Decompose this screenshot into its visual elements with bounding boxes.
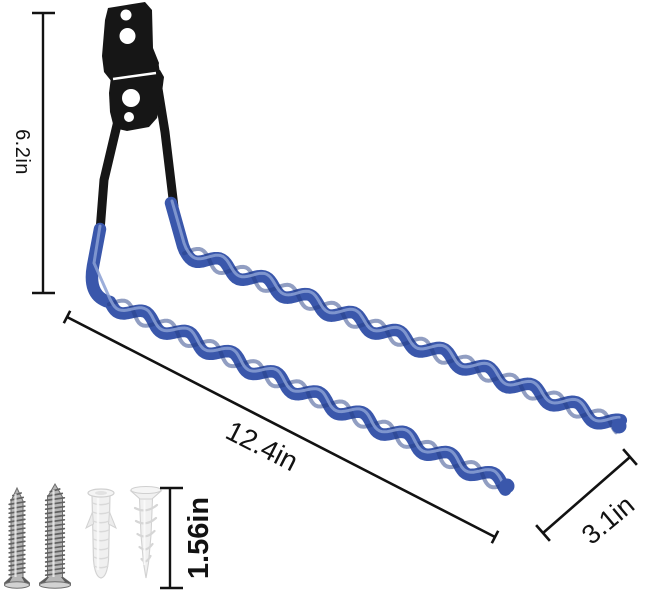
dim-depth-label: 3.1in <box>576 490 640 551</box>
back-hook-highlight <box>170 199 621 423</box>
bracket-fold-gap <box>112 71 157 81</box>
anchor-wings <box>85 511 117 530</box>
bracket-hole-top-small <box>120 9 132 21</box>
anchor-body <box>91 494 111 579</box>
back-hook-tip <box>611 418 627 434</box>
mounting-hardware <box>4 482 163 589</box>
front-hook-twist <box>106 298 511 490</box>
dim-length-tick-start <box>62 310 72 324</box>
back-hook <box>164 196 628 430</box>
dim-depth: 3.1in <box>535 448 640 551</box>
dim-length-line <box>66 315 496 539</box>
screw-threads <box>8 492 26 576</box>
screw-small <box>4 486 30 589</box>
front-hook-tip <box>499 478 515 494</box>
dim-depth-line <box>542 456 631 534</box>
screw-head-shading <box>4 577 30 584</box>
bracket-hole-top-large <box>119 28 136 44</box>
anchor-ribs <box>92 502 110 569</box>
screw-head-shading <box>39 577 71 584</box>
dim-depth-tick-start <box>535 524 551 542</box>
anchor-flange-top <box>130 485 162 495</box>
dim-hardware-height-label: 1.56in <box>183 497 215 579</box>
anchor-self-drilling <box>129 485 163 579</box>
dim-height: 6.2in <box>11 11 55 295</box>
bracket-hole-bottom-large <box>122 89 140 107</box>
screw-threads <box>44 488 66 577</box>
back-hook-twist <box>182 247 618 435</box>
dim-height-label: 6.2in <box>11 129 33 175</box>
screw-head-rim <box>4 581 30 589</box>
dim-depth-tick-end <box>622 448 638 466</box>
bracket-hole-bottom-small <box>124 112 134 122</box>
hook-rod-left <box>95 120 122 236</box>
dim-length-label: 12.4in <box>221 415 303 477</box>
dim-length-tick-end <box>490 530 500 544</box>
anchor-collar-hole <box>95 491 107 495</box>
anchor-threads <box>133 503 159 563</box>
front-hook-highlight <box>92 224 505 486</box>
garage-hook <box>85 2 628 496</box>
anchor-ribbed <box>85 488 117 579</box>
anchor-core <box>138 498 154 579</box>
screw-head-rim <box>39 581 71 589</box>
screw-large <box>39 482 71 589</box>
dim-hardware-height: 1.56in <box>160 486 215 590</box>
